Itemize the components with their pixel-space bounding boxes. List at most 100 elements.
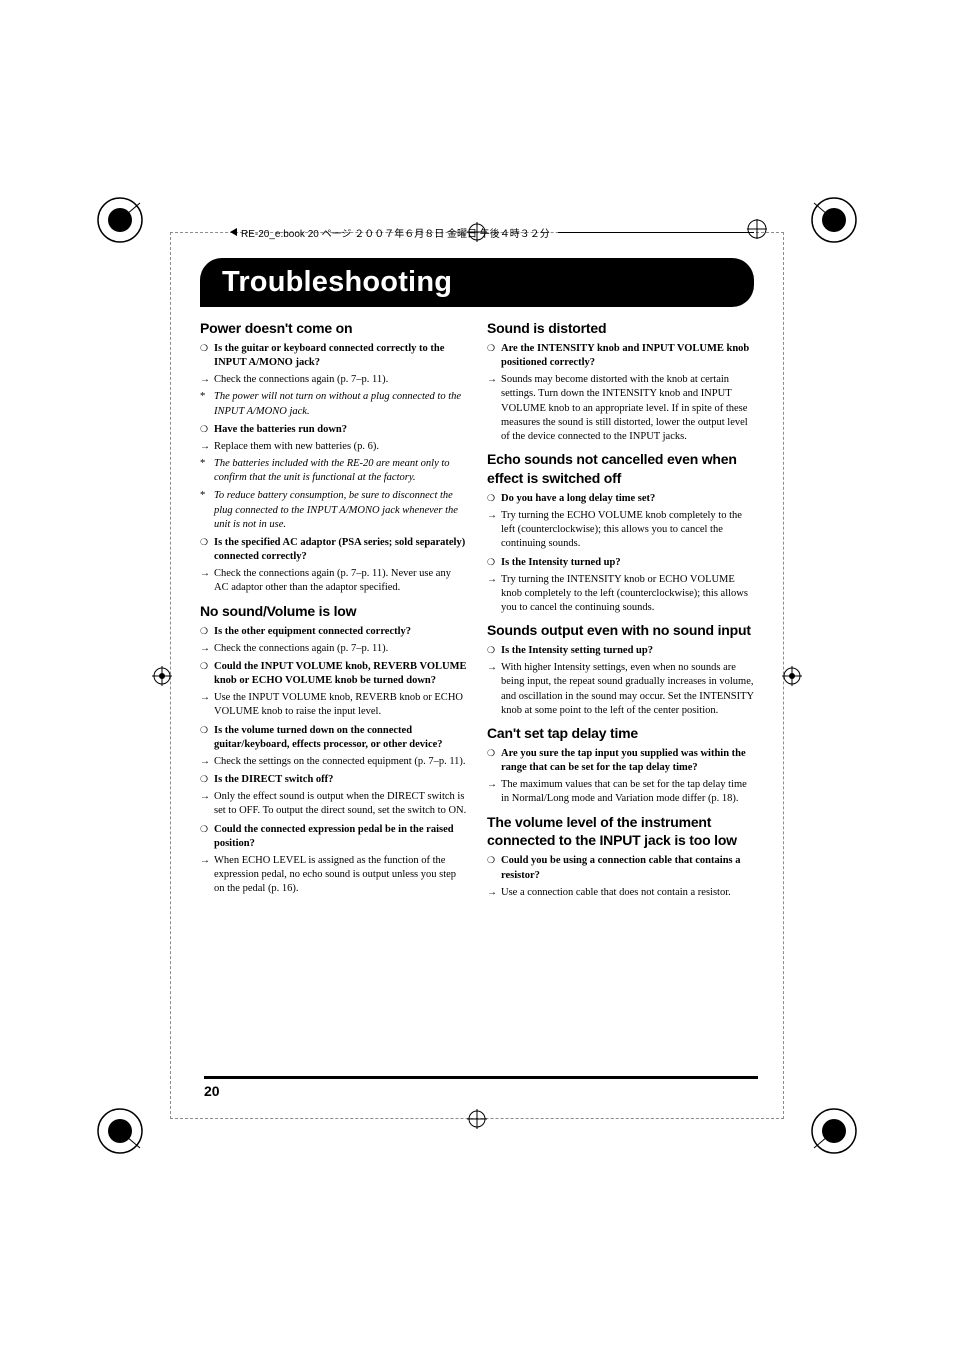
item-text: Is the specified AC adaptor (PSA series;…: [214, 536, 467, 564]
circle-marker-icon: [487, 492, 501, 506]
header-file-info: RE-20_e.book 20 ページ ２００７年６月８日 金曜日 午後４時３２…: [230, 224, 754, 240]
circle-marker-icon: [200, 625, 214, 639]
page-number: 20: [204, 1076, 758, 1099]
list-item: Try turning the INTENSITY knob or ECHO V…: [487, 573, 754, 616]
file-info-text: RE-20_e.book 20 ページ ２００７年６月８日 金曜日 午後４時３２…: [241, 225, 550, 240]
circle-marker-icon: [200, 773, 214, 787]
list-item: Is the guitar or keyboard connected corr…: [200, 342, 467, 370]
item-text: To reduce battery consumption, be sure t…: [214, 489, 467, 532]
circle-marker-icon: [200, 724, 214, 752]
section-heading: Can't set tap delay time: [487, 724, 754, 743]
list-item: Could you be using a connection cable th…: [487, 854, 754, 882]
list-item: Is the Intensity turned up?: [487, 556, 754, 570]
item-text: Is the Intensity turned up?: [501, 556, 754, 570]
arrow-marker-icon: [200, 691, 214, 719]
header-line: [558, 232, 754, 233]
section-heading: The volume level of the instrument conne…: [487, 813, 754, 851]
list-item: Could the connected expression pedal be …: [200, 823, 467, 851]
arrow-marker-icon: [200, 567, 214, 595]
list-item: Use a connection cable that does not con…: [487, 886, 754, 900]
circle-marker-icon: [200, 823, 214, 851]
list-item: Are the INTENSITY knob and INPUT VOLUME …: [487, 342, 754, 370]
list-item: The maximum values that can be set for t…: [487, 778, 754, 806]
item-text: Is the other equipment connected correct…: [214, 625, 467, 639]
item-text: Replace them with new batteries (p. 6).: [214, 440, 467, 454]
list-item: The batteries included with the RE-20 ar…: [200, 457, 467, 485]
item-text: The maximum values that can be set for t…: [501, 778, 754, 806]
columns: Power doesn't come on Is the guitar or ke…: [200, 319, 754, 903]
arrow-marker-icon: [487, 509, 501, 552]
section-heading: Power doesn't come on: [200, 319, 467, 338]
item-text: Check the connections again (p. 7–p. 11)…: [214, 567, 467, 595]
circle-marker-icon: [487, 747, 501, 775]
item-text: Use a connection cable that does not con…: [501, 886, 754, 900]
item-text: Have the batteries run down?: [214, 423, 467, 437]
list-item: Check the connections again (p. 7–p. 11)…: [200, 373, 467, 387]
arrow-marker-icon: [200, 440, 214, 454]
list-item: Check the connections again (p. 7–p. 11)…: [200, 567, 467, 595]
header-registration-icon: [746, 218, 768, 240]
list-item: Is the Intensity setting turned up?: [487, 644, 754, 658]
item-text: Do you have a long delay time set?: [501, 492, 754, 506]
corner-mark-icon: [809, 1106, 859, 1156]
arrow-marker-icon: [200, 373, 214, 387]
registration-mark-icon: [152, 666, 172, 686]
item-text: Check the connections again (p. 7–p. 11)…: [214, 642, 467, 656]
list-item: Check the settings on the connected equi…: [200, 755, 467, 769]
list-item: Is the DIRECT switch off?: [200, 773, 467, 787]
section-heading: Sounds output even with no sound input: [487, 621, 754, 640]
arrow-marker-icon: [200, 642, 214, 656]
page-root: RE-20_e.book 20 ページ ２００７年６月８日 金曜日 午後４時３２…: [0, 0, 954, 1351]
arrow-marker-icon: [200, 854, 214, 897]
list-item: To reduce battery consumption, be sure t…: [200, 489, 467, 532]
section-heading: No sound/Volume is low: [200, 602, 467, 621]
circle-marker-icon: [487, 342, 501, 370]
list-item: Do you have a long delay time set?: [487, 492, 754, 506]
arrow-marker-icon: [200, 790, 214, 818]
circle-marker-icon: [487, 854, 501, 882]
list-item: Check the connections again (p. 7–p. 11)…: [200, 642, 467, 656]
page-title: Troubleshooting: [222, 266, 734, 299]
corner-mark-icon: [95, 1106, 145, 1156]
item-text: Is the Intensity setting turned up?: [501, 644, 754, 658]
item-text: With higher Intensity settings, even whe…: [501, 661, 754, 718]
list-item: Sounds may become distorted with the kno…: [487, 373, 754, 444]
item-text: The batteries included with the RE-20 ar…: [214, 457, 467, 485]
arrow-marker-icon: [200, 755, 214, 769]
circle-marker-icon: [200, 536, 214, 564]
corner-mark-icon: [809, 195, 859, 245]
item-text: Are you sure the tap input you supplied …: [501, 747, 754, 775]
list-item: When ECHO LEVEL is assigned as the funct…: [200, 854, 467, 897]
item-text: Try turning the INTENSITY knob or ECHO V…: [501, 573, 754, 616]
list-item: Are you sure the tap input you supplied …: [487, 747, 754, 775]
arrow-marker-icon: [487, 373, 501, 444]
star-marker-icon: [200, 489, 214, 532]
item-text: Could you be using a connection cable th…: [501, 854, 754, 882]
left-column: Power doesn't come on Is the guitar or ke…: [200, 319, 467, 903]
circle-marker-icon: [487, 556, 501, 570]
list-item: Could the INPUT VOLUME knob, REVERB VOLU…: [200, 660, 467, 688]
star-marker-icon: [200, 390, 214, 418]
item-text: Are the INTENSITY knob and INPUT VOLUME …: [501, 342, 754, 370]
item-text: Is the volume turned down on the connect…: [214, 724, 467, 752]
list-item: Use the INPUT VOLUME knob, REVERB knob o…: [200, 691, 467, 719]
star-marker-icon: [200, 457, 214, 485]
item-text: The power will not turn on without a plu…: [214, 390, 467, 418]
item-text: Check the settings on the connected equi…: [214, 755, 467, 769]
arrow-marker-icon: [487, 661, 501, 718]
list-item: Try turning the ECHO VOLUME knob complet…: [487, 509, 754, 552]
arrow-marker-icon: [487, 886, 501, 900]
list-item: Is the specified AC adaptor (PSA series;…: [200, 536, 467, 564]
circle-marker-icon: [200, 423, 214, 437]
section-heading: Echo sounds not cancelled even when effe…: [487, 450, 754, 488]
registration-mark-icon: [782, 666, 802, 686]
list-item: Is the other equipment connected correct…: [200, 625, 467, 639]
content-area: Troubleshooting Power doesn't come on Is …: [200, 258, 754, 1119]
list-item: Replace them with new batteries (p. 6).: [200, 440, 467, 454]
list-item: With higher Intensity settings, even whe…: [487, 661, 754, 718]
item-text: Sounds may become distorted with the kno…: [501, 373, 754, 444]
item-text: When ECHO LEVEL is assigned as the funct…: [214, 854, 467, 897]
item-text: Is the DIRECT switch off?: [214, 773, 467, 787]
arrow-marker-icon: [487, 573, 501, 616]
section-heading: Sound is distorted: [487, 319, 754, 338]
